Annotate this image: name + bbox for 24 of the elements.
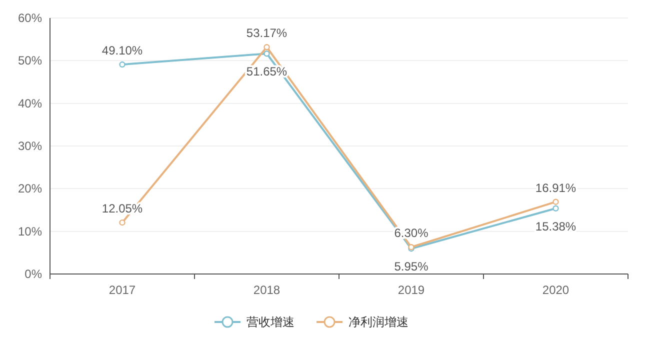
data-label: 15.38% [535,219,576,234]
point [264,44,270,50]
point [264,50,270,57]
y-tick-label: 30% [18,139,42,153]
data-label: 16.91% [535,180,576,195]
x-tick-label: 2018 [253,283,280,297]
y-tick-label: 40% [18,96,42,110]
legend-label: 净利润增速 [348,315,408,329]
data-label: 49.10% [102,44,143,58]
data-label: 53.17% [246,26,288,40]
y-tick-label: 20% [18,182,42,196]
y-tick-label: 0% [24,267,42,281]
x-tick-label: 2020 [542,283,570,297]
x-tick-label: 2019 [398,283,425,297]
y-tick-label: 50% [18,54,42,68]
y-tick-label: 60% [18,11,42,25]
point [552,205,559,212]
legend-label: 营收增速 [246,315,294,329]
y-tick-label: 10% [18,224,42,238]
data-label: 5.95% [394,260,429,274]
x-tick-label: 2017 [108,283,136,297]
point [119,61,126,68]
point [552,198,559,205]
point [119,219,126,226]
